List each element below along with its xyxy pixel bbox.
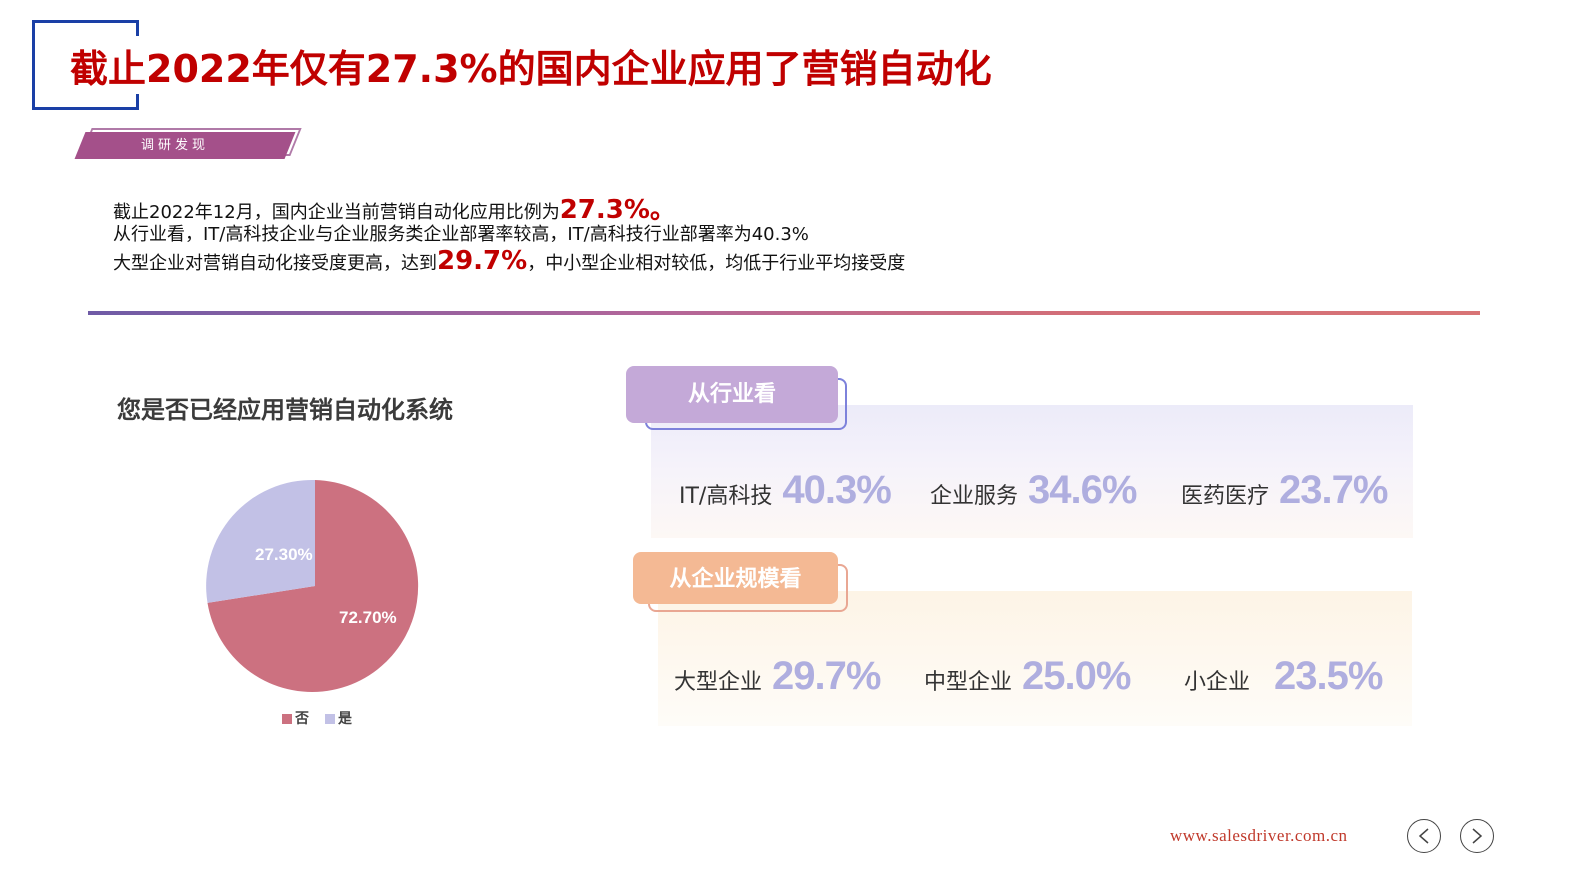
summary-text: 截止2022年12月，国内企业当前营销自动化应用比例为27.3%。 从行业看，I… <box>113 196 905 278</box>
summary-line-3: 大型企业对营销自动化接受度更高，达到29.7%，中小型企业相对较低，均低于行业平… <box>113 246 906 276</box>
scale-stat-medium: 中型企业 25.0% <box>924 654 1131 699</box>
stat-value: 25.0% <box>1022 654 1131 698</box>
legend-swatch-no <box>282 714 292 724</box>
stat-label: 小企业 <box>1184 670 1251 695</box>
legend-item-yes[interactable]: 是 <box>325 708 352 728</box>
title-frame <box>32 20 139 110</box>
chart-legend: 否 是 <box>282 708 352 728</box>
industry-stat-it: IT/高科技 40.3% <box>679 468 892 513</box>
chevron-right-icon <box>1472 828 1483 844</box>
legend-swatch-yes <box>325 714 335 724</box>
highlight-value: 27.3%。 <box>559 195 676 225</box>
page-title: 截止2022年仅有27.3%的国内企业应用了营销自动化 <box>70 47 992 91</box>
scale-stat-small: 小企业 23.5% <box>1184 654 1383 699</box>
gradient-divider <box>88 311 1480 315</box>
stat-value: 23.7% <box>1279 468 1388 512</box>
industry-panel <box>651 405 1413 538</box>
scale-heading-badge: 从企业规模看 <box>633 552 838 604</box>
highlight-value: 29.7% <box>437 246 528 276</box>
pie-chart: 27.30% 72.70% <box>206 479 419 692</box>
industry-stat-service: 企业服务 34.6% <box>930 468 1137 513</box>
pie-slice-yes[interactable] <box>206 479 315 603</box>
section-tag-label: 调研发现 <box>140 138 209 153</box>
industry-stat-medical: 医药医疗 23.7% <box>1181 468 1388 513</box>
chart-title: 您是否已经应用营销自动化系统 <box>117 396 453 424</box>
pie-label-no: 72.70% <box>339 608 397 627</box>
website-link[interactable]: www.salesdriver.com.cn <box>1170 826 1348 845</box>
chevron-left-icon <box>1418 828 1429 844</box>
summary-line-2: 从行业看，IT/高科技企业与企业服务类企业部署率较高，IT/高科技行业部署率为4… <box>113 224 809 245</box>
stat-value: 34.6% <box>1028 468 1137 512</box>
pie-slice-no[interactable] <box>207 480 419 692</box>
title-frame-corner <box>136 94 139 110</box>
next-button[interactable] <box>1460 819 1494 853</box>
summary-line-1: 截止2022年12月，国内企业当前营销自动化应用比例为27.3%。 <box>113 195 676 225</box>
stat-value: 40.3% <box>782 468 891 512</box>
stat-value: 23.5% <box>1274 654 1383 698</box>
stat-label: 大型企业 <box>674 670 763 695</box>
stat-label: 医药医疗 <box>1181 484 1270 509</box>
stat-label: 企业服务 <box>930 484 1019 509</box>
prev-button[interactable] <box>1407 819 1441 853</box>
legend-item-no[interactable]: 否 <box>282 708 309 728</box>
title-frame-corner <box>136 20 139 36</box>
stat-value: 29.7% <box>772 654 881 698</box>
scale-panel <box>658 591 1412 726</box>
scale-stat-large: 大型企业 29.7% <box>674 654 881 699</box>
stat-label: 中型企业 <box>924 670 1013 695</box>
industry-heading-badge: 从行业看 <box>626 366 838 423</box>
pie-label-yes: 27.30% <box>255 545 313 564</box>
stat-label: IT/高科技 <box>679 484 773 509</box>
